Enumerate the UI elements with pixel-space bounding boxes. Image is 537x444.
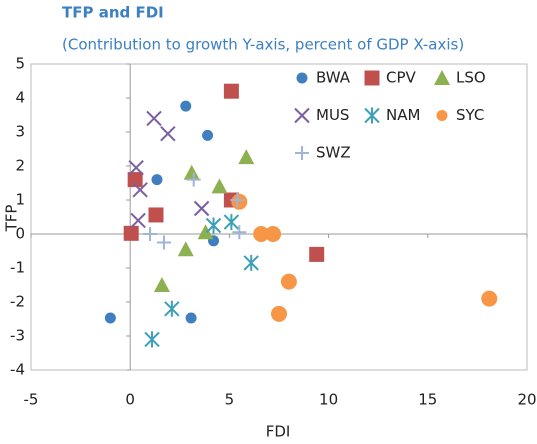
legend-marker [295,146,309,160]
point [253,226,270,242]
point [183,164,200,180]
chart-subtitle: (Contribution to growth Y-axis, percent … [62,36,464,54]
point [156,235,171,250]
point [231,193,248,210]
point [280,273,297,290]
point [197,224,214,240]
legend-marker [294,107,310,124]
point [127,172,143,188]
x-tick-label: 20 [517,391,536,409]
legend-label: CPV [386,69,417,87]
point [123,225,139,241]
y-tick-label: 4 [15,89,25,107]
point [160,125,176,142]
point [104,312,116,324]
legend-marker [434,70,450,85]
point [211,178,228,194]
y-tick-label: 2 [15,157,25,175]
point [265,226,282,242]
y-tick-label: 0 [15,225,25,243]
x-axis-label: FDI [266,423,291,441]
point [151,174,163,186]
legend-marker [436,110,448,121]
point [309,246,325,262]
point [271,305,287,322]
point [223,214,240,231]
legend-marker [296,72,308,84]
y-axis-label: TFP [3,205,21,233]
x-tick-label: 0 [125,391,135,409]
point [128,159,144,176]
point [148,207,164,223]
y-tick-label: 1 [15,191,25,209]
y-tick-label: -4 [10,361,25,379]
point [230,193,245,207]
plot-area [30,63,528,371]
point [146,110,162,127]
legend-marker [364,107,380,124]
point [185,312,197,324]
point [143,227,158,241]
point [481,290,498,307]
legend-label: BWA [316,69,351,87]
x-tick-label: 15 [418,391,437,409]
point [130,212,146,229]
point [180,100,192,112]
point [232,225,247,240]
legend-label: SYC [456,106,484,124]
legend-label: NAM [386,106,420,124]
point [186,172,201,187]
point [238,149,255,165]
point [223,83,239,99]
point [132,182,148,198]
y-tick-label: -3 [10,327,25,345]
x-tick-label: -5 [24,391,39,409]
x-tick-label: 5 [225,391,235,409]
legend-label: SWZ [316,144,351,162]
legend-label: LSO [456,69,486,87]
point [205,217,222,234]
y-tick-label: -1 [10,259,25,277]
x-tick-label: 10 [319,391,338,409]
y-tick-label: -2 [10,293,25,311]
point [177,241,194,257]
chart-title: TFP and FDI [62,4,164,22]
point [193,200,210,217]
legend-label: MUS [316,106,349,124]
point [243,254,259,271]
y-tick-label: 5 [15,55,25,73]
y-tick-label: 3 [15,123,25,141]
point [164,300,180,317]
point [153,277,170,292]
point [144,331,160,348]
point [202,129,214,141]
legend-marker [364,70,380,86]
